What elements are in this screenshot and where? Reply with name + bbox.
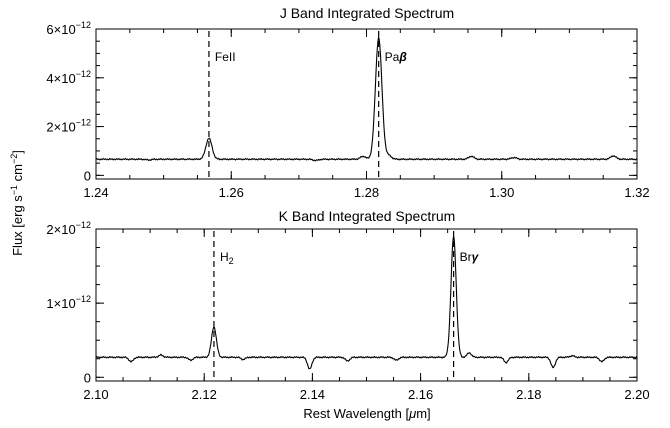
j-band-ytick-label: 0	[84, 168, 91, 183]
k-band-xtick-label: 2.18	[516, 387, 541, 402]
k-band-marker-label: H2	[220, 250, 234, 266]
k-band-spectrum-line	[95, 236, 638, 370]
k-band-xtick-label: 2.16	[408, 387, 433, 402]
j-band-marker-label-sub: β	[398, 50, 407, 64]
ylabel-end: ]	[10, 150, 25, 154]
xlabel-mu: μ	[408, 406, 416, 421]
k-band-frame	[95, 228, 638, 382]
k-band-marker-label-main: H	[220, 250, 229, 264]
j-band-xtick-label: 1.32	[624, 185, 649, 200]
k-band-marker-label-main: Br	[460, 250, 472, 264]
k-band-marker-label-sub: γ	[472, 250, 480, 264]
k-band-title: K Band Integrated Spectrum	[279, 208, 456, 224]
j-band-ytick-label: 4×10−12	[46, 69, 91, 86]
k-band-ytick-labels: 01×10−122×10−12	[46, 220, 91, 385]
k-band-ytick-label: 1×10−12	[46, 294, 91, 311]
shared-xlabel: Rest Wavelength [μm]	[303, 406, 430, 421]
k-band-marker-label-sub: 2	[229, 256, 234, 266]
k-band-xticks	[95, 229, 638, 381]
j-band-xtick-labels: 1.24 1.26 1.28 1.30 1.32	[83, 185, 649, 200]
j-band-ytick-exponent: −12	[76, 118, 91, 128]
k-band-xtick-label: 2.20	[624, 387, 649, 402]
k-band-panel: K Band Integrated Spectrum 2.10 2.12 2.14 2…	[46, 208, 649, 402]
k-band-ytick-mantissa: 1×10	[46, 296, 75, 311]
j-band-marker-label: Paβ	[385, 50, 408, 64]
shared-ylabel: Flux [erg s−1 cm−2]	[9, 150, 25, 256]
j-band-panel: J Band Integrated Spectrum 1.24 1.26 1.28 1…	[46, 5, 649, 200]
xlabel-main: Rest Wavelength [	[303, 406, 409, 421]
j-band-yticks	[96, 28, 637, 176]
k-band-xtick-label: 2.14	[300, 387, 325, 402]
j-band-ytick-labels: 02×10−124×10−126×10−12	[46, 20, 91, 183]
k-band-xtick-label: 2.10	[83, 387, 108, 402]
j-band-ytick-exponent: −12	[76, 69, 91, 79]
j-band-ytick-exponent: −12	[76, 20, 91, 30]
j-band-marker-label: FeII	[215, 50, 236, 64]
xlabel-end: m]	[416, 406, 430, 421]
k-band-marker-label: Brγ	[460, 250, 480, 264]
j-band-ytick-label: 2×10−12	[46, 118, 91, 135]
j-band-xtick-label: 1.24	[83, 185, 108, 200]
j-band-xtick-label: 1.26	[219, 185, 244, 200]
k-band-xtick-labels: 2.10 2.12 2.14 2.16 2.18 2.20	[83, 387, 649, 402]
j-band-ytick-mantissa: 4×10	[46, 71, 75, 86]
j-band-ytick-mantissa: 6×10	[46, 22, 75, 37]
j-band-frame	[95, 28, 638, 180]
j-band-xticks	[95, 29, 638, 179]
j-band-marker-label-main: FeII	[215, 50, 236, 64]
j-band-xtick-label: 1.30	[489, 185, 514, 200]
k-band-ytick-mantissa: 2×10	[46, 222, 75, 237]
j-band-spectrum-line	[95, 35, 638, 162]
j-band-title: J Band Integrated Spectrum	[280, 5, 454, 21]
j-band-marker-label-main: Pa	[385, 50, 400, 64]
k-band-ytick-label: 0	[84, 370, 91, 385]
k-band-ytick-exponent: −12	[76, 294, 91, 304]
j-band-ytick-label: 6×10−12	[46, 20, 91, 37]
ylabel-sup2: −2	[9, 154, 19, 164]
j-band-markers: FeII Paβ	[208, 31, 408, 178]
k-band-markers: H2 Brγ	[213, 231, 480, 380]
k-band-xtick-label: 2.12	[192, 387, 217, 402]
j-band-ytick-mantissa: 2×10	[46, 120, 75, 135]
ylabel-mid: cm	[10, 164, 25, 185]
k-band-yticks	[96, 228, 637, 378]
ylabel-sup1: −1	[9, 185, 19, 195]
k-band-ytick-label: 2×10−12	[46, 220, 91, 237]
j-band-xtick-label: 1.28	[354, 185, 379, 200]
k-band-ytick-exponent: −12	[76, 220, 91, 230]
ylabel-main: Flux [erg s	[10, 195, 25, 256]
